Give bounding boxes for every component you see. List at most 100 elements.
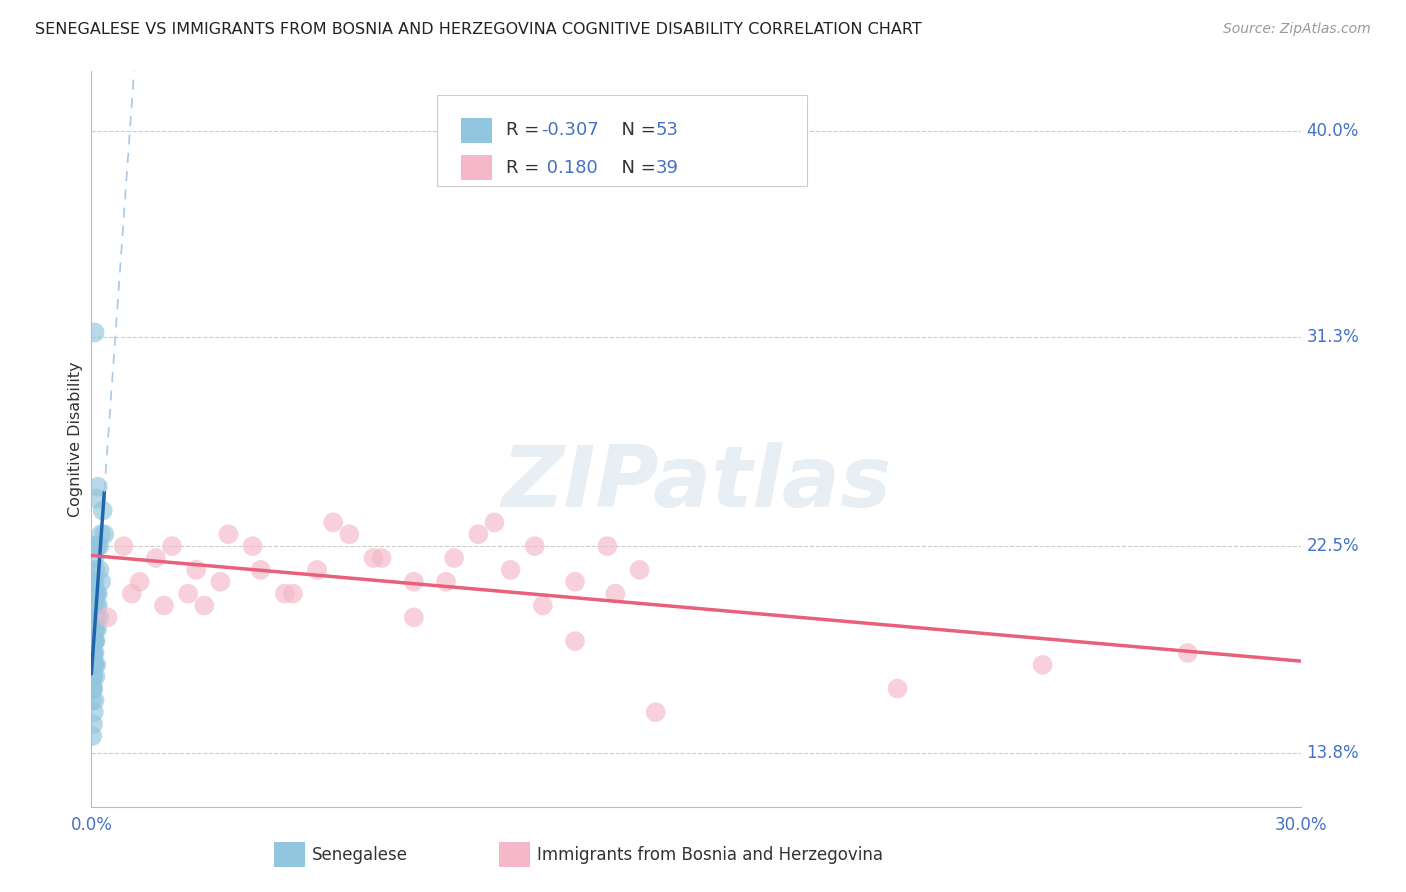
Text: 39: 39 [655,159,678,177]
Point [363,551,385,566]
Point [82,681,104,696]
Point [82,646,104,660]
Point [83,706,105,720]
Point [84,622,107,636]
Point [83,622,105,636]
Point [531,599,554,613]
Point [87,599,110,613]
Point [93,527,115,541]
Point [1032,657,1054,672]
Point [83,326,105,340]
Point [82,729,104,743]
Point [217,527,239,541]
Point [84,491,107,506]
Point [84,670,107,684]
Point [83,634,105,648]
Point [82,693,104,707]
Point [177,586,200,600]
Point [402,574,425,589]
Point [89,563,111,577]
Point [484,516,506,530]
Text: 22.5%: 22.5% [1306,537,1360,555]
Text: N =: N = [610,121,662,139]
Text: 53: 53 [655,121,678,139]
Point [82,670,104,684]
Point [443,551,465,566]
Point [82,670,104,684]
Point [83,622,105,636]
Point [83,634,105,648]
Point [84,586,107,600]
Point [84,586,107,600]
Point [84,539,107,553]
Point [281,586,304,600]
Point [1177,646,1199,660]
Point [82,681,104,696]
Point [83,574,105,589]
Point [83,693,105,707]
Point [644,706,666,720]
Point [87,480,110,494]
Text: R =: R = [506,121,546,139]
Point [82,681,104,696]
Point [121,586,143,600]
Point [499,563,522,577]
Point [596,539,619,553]
Point [307,563,329,577]
Point [84,634,107,648]
Point [86,539,108,553]
Point [249,563,271,577]
Point [96,610,118,624]
Point [83,646,105,660]
Text: 0.180: 0.180 [541,159,598,177]
Point [337,527,360,541]
Point [82,646,104,660]
Point [322,516,344,530]
Text: Source: ZipAtlas.com: Source: ZipAtlas.com [1223,22,1371,37]
Y-axis label: Cognitive Disability: Cognitive Disability [67,361,83,517]
Point [886,681,908,696]
Point [84,657,107,672]
Point [193,599,215,613]
Point [402,610,425,624]
Point [90,574,112,589]
Text: ZIPatlas: ZIPatlas [501,442,891,525]
Point [160,539,183,553]
Point [84,563,107,577]
Point [87,586,110,600]
Point [145,551,167,566]
Point [84,599,107,613]
Point [83,634,105,648]
Point [153,599,176,613]
Point [84,586,107,600]
Text: 13.8%: 13.8% [1306,744,1360,762]
Point [274,586,297,600]
Point [186,563,208,577]
Point [605,586,627,600]
Point [209,574,232,589]
Point [523,539,546,553]
Text: SENEGALESE VS IMMIGRANTS FROM BOSNIA AND HERZEGOVINA COGNITIVE DISABILITY CORREL: SENEGALESE VS IMMIGRANTS FROM BOSNIA AND… [35,22,922,37]
Text: 31.3%: 31.3% [1306,328,1360,346]
Point [564,634,586,648]
Point [128,574,150,589]
Point [84,610,107,624]
Point [89,539,111,553]
Point [83,599,105,613]
Point [434,574,457,589]
Point [112,539,135,553]
Point [83,574,105,589]
Point [90,527,112,541]
Point [242,539,264,553]
Point [82,717,104,731]
Point [91,503,114,517]
Point [564,574,586,589]
Text: Senegalese: Senegalese [312,846,408,863]
Point [86,622,108,636]
Point [89,610,111,624]
Point [82,634,104,648]
Point [370,551,392,566]
Text: -0.307: -0.307 [541,121,599,139]
Text: N =: N = [610,159,662,177]
Point [84,610,107,624]
